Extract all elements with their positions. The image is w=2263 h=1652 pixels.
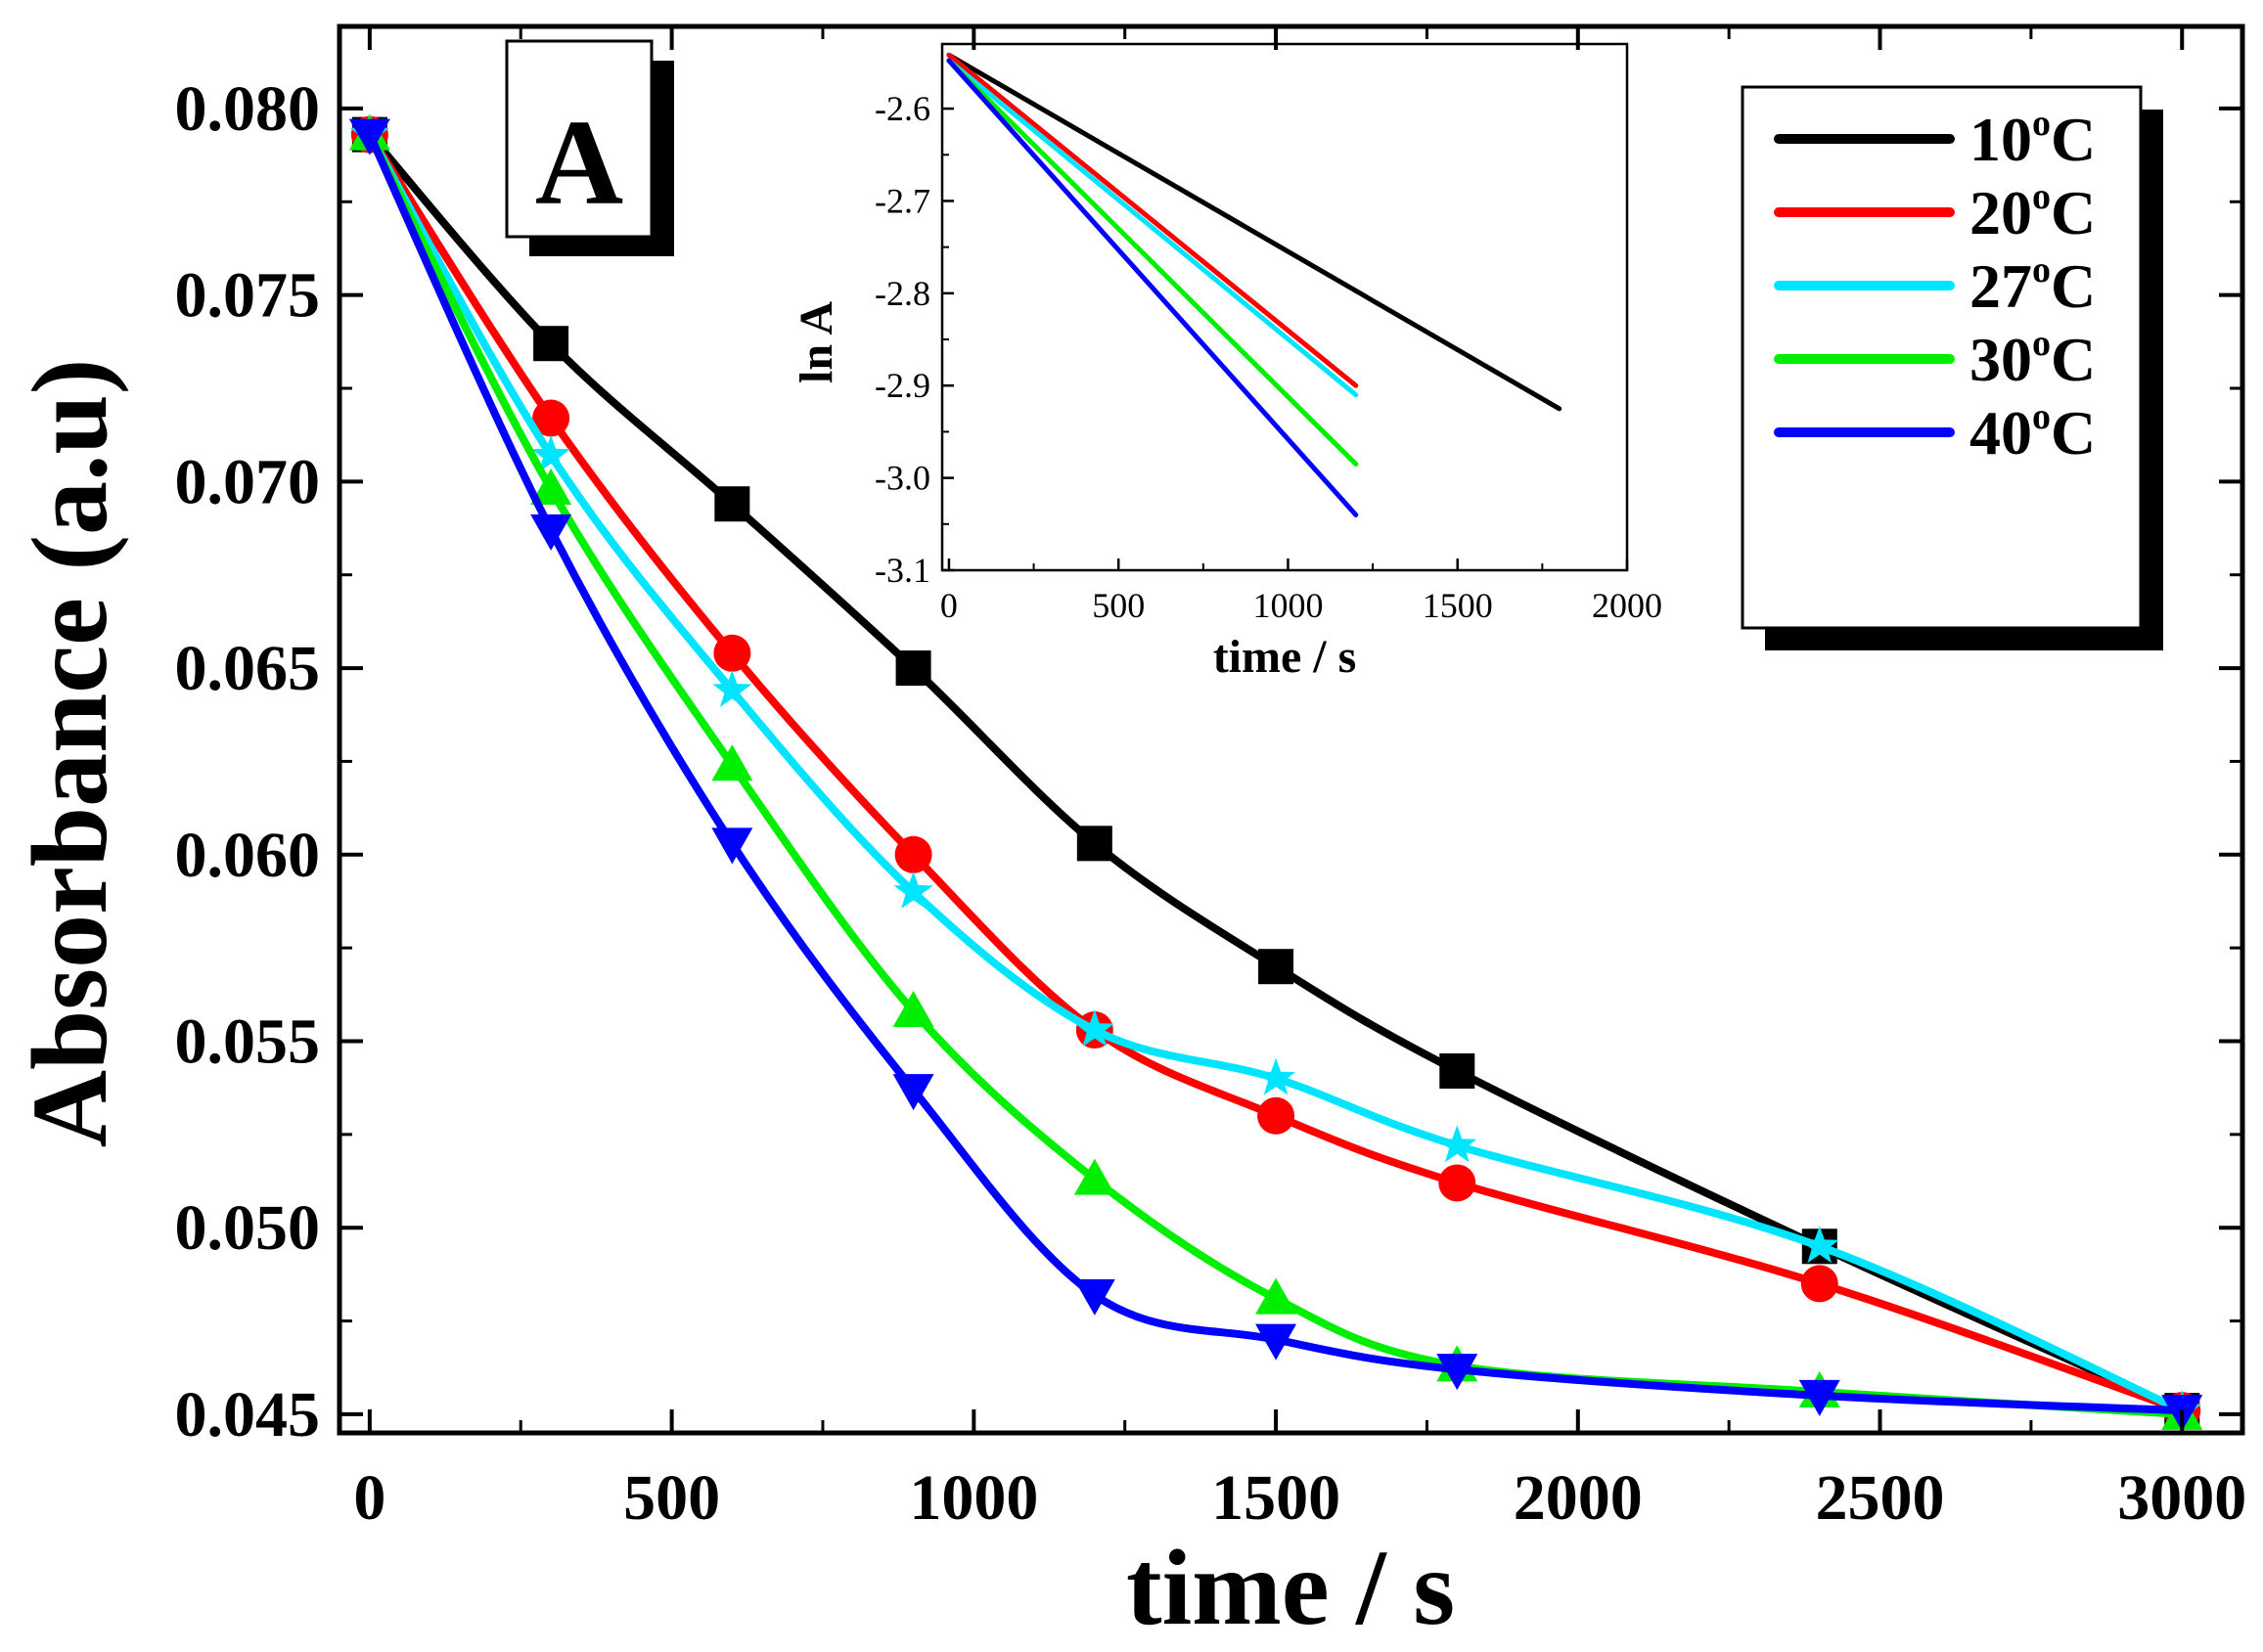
data-point-circle	[1438, 1164, 1476, 1202]
panel-label-box: A	[505, 39, 674, 256]
inset-x-axis-title: time / s	[1213, 631, 1357, 683]
inset-series-line-20-c	[946, 52, 1359, 388]
legend-label: 30oC	[1969, 323, 2096, 394]
x-tick-label: 2500	[1816, 1462, 1945, 1534]
data-point-triangle-down	[1255, 1323, 1297, 1361]
inset-axis-ticks: 0 500 1000 1500 2000 -2.6 -2.7 -2.8 -2.9 -3.0 -3.1	[875, 89, 1662, 625]
inset-series-line-30-c	[946, 58, 1359, 467]
main-plot-frame	[337, 23, 2245, 1436]
x-tick-label: 3000	[2117, 1462, 2246, 1534]
data-point-triangle-up	[892, 990, 934, 1027]
data-point-triangle-down	[1436, 1354, 1478, 1391]
data-point-circle	[1257, 1096, 1295, 1135]
data-point-star	[531, 434, 571, 472]
inset-plot-frame	[940, 42, 1629, 572]
data-point-triangle-down	[530, 513, 572, 551]
y-tick-label: 0.055	[175, 1005, 321, 1077]
inset-plot: 0 500 1000 1500 2000 -2.6 -2.7 -2.8 -2.9 -3.0 -3.1…	[791, 42, 1662, 683]
y-tick-label: 0.080	[175, 73, 321, 145]
x-tick-label: 0	[353, 1462, 385, 1534]
data-point-circle	[1800, 1265, 1838, 1303]
data-point-circle	[532, 399, 570, 437]
data-point-star	[1256, 1057, 1295, 1095]
data-point-triangle-up	[1073, 1158, 1115, 1195]
legend-item-30-c: 30oC	[1774, 323, 2096, 394]
data-point-triangle-up	[530, 468, 572, 505]
y-axis-title: Absorbance (a.u)	[10, 359, 129, 1148]
inset-x-tick-label: 500	[1092, 586, 1145, 625]
data-point-circle	[894, 835, 932, 873]
inset-y-tick-label: -2.6	[875, 89, 930, 128]
legend-item-27-c: 27oC	[1774, 249, 2096, 321]
inset-x-tick-label: 1000	[1252, 586, 1323, 625]
y-tick-label: 0.065	[175, 633, 321, 704]
inset-x-tick-label: 2000	[1592, 586, 1662, 625]
main-axis-ticks: 0 500 1000 1500 2000 2500 3000 0.045 0.050 0.055 0…	[175, 26, 2246, 1534]
inset-series-group	[946, 52, 1562, 517]
inset-y-tick-label: -3.0	[875, 459, 930, 498]
data-point-star	[893, 871, 933, 909]
y-tick-label: 0.075	[175, 260, 321, 332]
data-point-square	[1076, 826, 1112, 862]
data-point-triangle-down	[711, 827, 753, 865]
x-tick-label: 500	[623, 1462, 720, 1534]
legend-label: 27oC	[1969, 249, 2096, 321]
y-tick-label: 0.050	[175, 1192, 321, 1264]
inset-y-tick-label: -2.8	[875, 274, 930, 313]
inset-x-tick-label: 1500	[1423, 586, 1493, 625]
inset-x-tick-label: 0	[940, 586, 958, 625]
data-point-triangle-down	[1073, 1278, 1115, 1316]
legend-item-20-c: 20oC	[1774, 176, 2096, 247]
data-point-triangle-down	[348, 118, 390, 156]
inset-y-axis-title: ln A	[791, 301, 842, 383]
data-point-circle	[713, 634, 751, 672]
legend-label: 10oC	[1969, 103, 2096, 174]
data-point-star	[712, 669, 752, 707]
data-point-triangle-up	[1255, 1277, 1297, 1315]
data-point-star	[1437, 1125, 1477, 1163]
inset-y-tick-label: -2.7	[875, 181, 930, 220]
data-point-triangle-down	[892, 1074, 934, 1111]
x-axis-title: time / s	[1126, 1528, 1455, 1647]
inset-y-tick-label: -2.9	[875, 366, 930, 405]
legend-item-10-c: 10oC	[1774, 103, 2096, 174]
data-point-square	[1258, 949, 1294, 985]
data-point-triangle-down	[1798, 1379, 1840, 1416]
x-tick-label: 1000	[909, 1462, 1038, 1534]
y-tick-label: 0.060	[175, 820, 321, 891]
inset-y-tick-label: -3.1	[875, 551, 930, 590]
inset-series-line-10-c	[946, 52, 1562, 412]
y-tick-label: 0.045	[175, 1379, 321, 1451]
legend-label: 20oC	[1969, 176, 2096, 247]
series-40-c	[348, 118, 2203, 1432]
data-point-square	[1439, 1053, 1475, 1090]
legend-item-40-c: 40oC	[1774, 396, 2096, 468]
panel-label: A	[535, 96, 623, 231]
data-point-square	[895, 650, 931, 687]
data-point-star	[1799, 1226, 1839, 1264]
data-point-star	[1074, 1009, 1114, 1047]
main-series-group	[348, 113, 2203, 1432]
data-point-square	[533, 326, 569, 362]
inset-series-line-40-c	[946, 58, 1359, 517]
x-tick-label: 1500	[1211, 1462, 1340, 1534]
inset-series-line-27-c	[946, 58, 1359, 398]
y-tick-label: 0.070	[175, 446, 321, 517]
data-point-square	[714, 486, 750, 522]
series-line-40-c	[366, 132, 2183, 1415]
x-tick-label: 2000	[1514, 1462, 1643, 1534]
legend-label: 40oC	[1969, 396, 2096, 468]
data-point-triangle-up	[711, 744, 753, 781]
